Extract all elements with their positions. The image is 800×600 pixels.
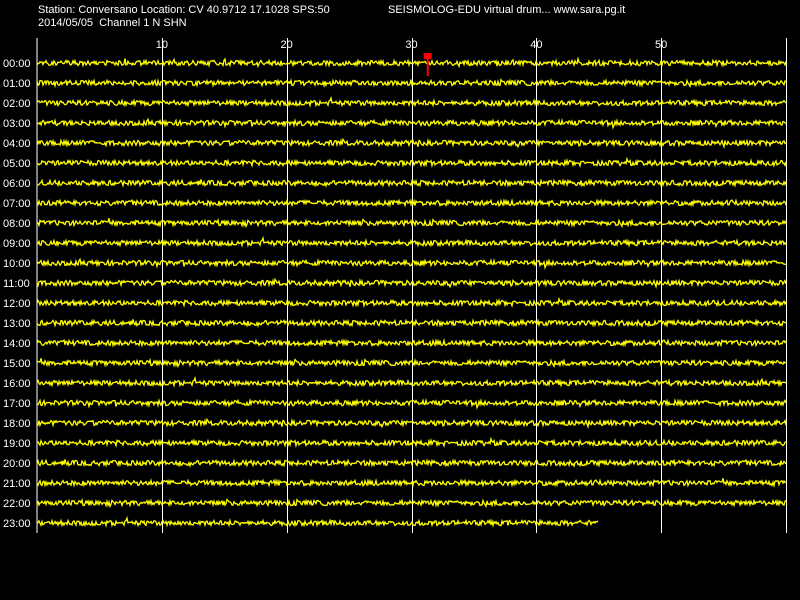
x-tick-label: 20 [281, 39, 293, 51]
trace-1100 [36, 277, 787, 289]
row-time-label: 16:00 [3, 378, 31, 390]
row-time-label: 11:00 [3, 278, 30, 290]
trace-0500 [36, 156, 787, 168]
row-time-label: 21:00 [3, 478, 31, 490]
row-time-label: 19:00 [3, 438, 31, 450]
row-time-label: 04:00 [3, 138, 31, 150]
x-tick-labels: 10 20 30 40 50 [156, 39, 668, 51]
trace-0000 [36, 56, 787, 69]
row-time-label: 00:00 [3, 58, 31, 70]
trace-1300 [36, 318, 787, 328]
trace-0700 [36, 198, 787, 208]
trace-1700 [36, 397, 787, 410]
trace-1600 [36, 375, 787, 388]
row-time-label: 17:00 [3, 398, 31, 410]
row-time-label: 06:00 [3, 178, 31, 190]
trace-2200 [36, 497, 787, 509]
row-time-label: 20:00 [3, 458, 31, 470]
row-time-label: 12:00 [3, 298, 31, 310]
row-time-label: 13:00 [3, 318, 31, 330]
credit-text: SEISMOLOG-EDU virtual drum... www.sara.p… [388, 4, 626, 16]
x-tick-label: 40 [530, 39, 542, 51]
row-time-label: 18:00 [3, 418, 31, 430]
x-tick-label: 50 [655, 39, 667, 51]
station-info: Station: Conversano Location: CV 40.9712… [38, 4, 330, 16]
row-time-label: 15:00 [3, 358, 31, 370]
trace-0900 [36, 235, 787, 248]
row-time-label: 08:00 [3, 218, 31, 230]
row-time-label: 01:00 [3, 78, 31, 90]
row-time-label: 03:00 [3, 118, 31, 130]
trace-0200 [36, 95, 787, 108]
trace-0600 [37, 178, 787, 188]
trace-2100 [36, 478, 787, 488]
event-marker-layer [423, 53, 432, 76]
trace-1000 [36, 257, 787, 270]
row-time-label: 02:00 [3, 98, 31, 110]
trace-0400 [36, 137, 787, 149]
row-time-label: 14:00 [3, 338, 31, 350]
trace-1200 [36, 296, 787, 308]
trace-2300 [36, 515, 599, 528]
x-tick-label: 30 [405, 39, 417, 51]
row-time-label: 10:00 [3, 258, 31, 270]
trace-1500 [36, 357, 787, 369]
trace-2000 [36, 458, 787, 468]
trace-0800 [36, 217, 787, 229]
date-channel-info: 2014/05/05 Channel 1 N SHN [38, 17, 187, 29]
x-tick-label: 10 [156, 39, 168, 51]
row-time-label: 07:00 [3, 198, 31, 210]
row-time-label: 23:00 [3, 518, 31, 530]
trace-0100 [36, 78, 787, 89]
row-time-label: 22:00 [3, 498, 31, 510]
trace-1900 [36, 436, 787, 448]
grid-layer [36, 38, 787, 533]
row-time-label: 09:00 [3, 238, 31, 250]
row-time-label: 05:00 [3, 158, 31, 170]
trace-1400 [36, 338, 787, 348]
trace-0300 [36, 117, 787, 130]
trace-1800 [36, 417, 787, 429]
hour-rows: 00:00 01:00 02:00 03:00 04:00 05:00 06:00 07:00… [3, 56, 787, 530]
